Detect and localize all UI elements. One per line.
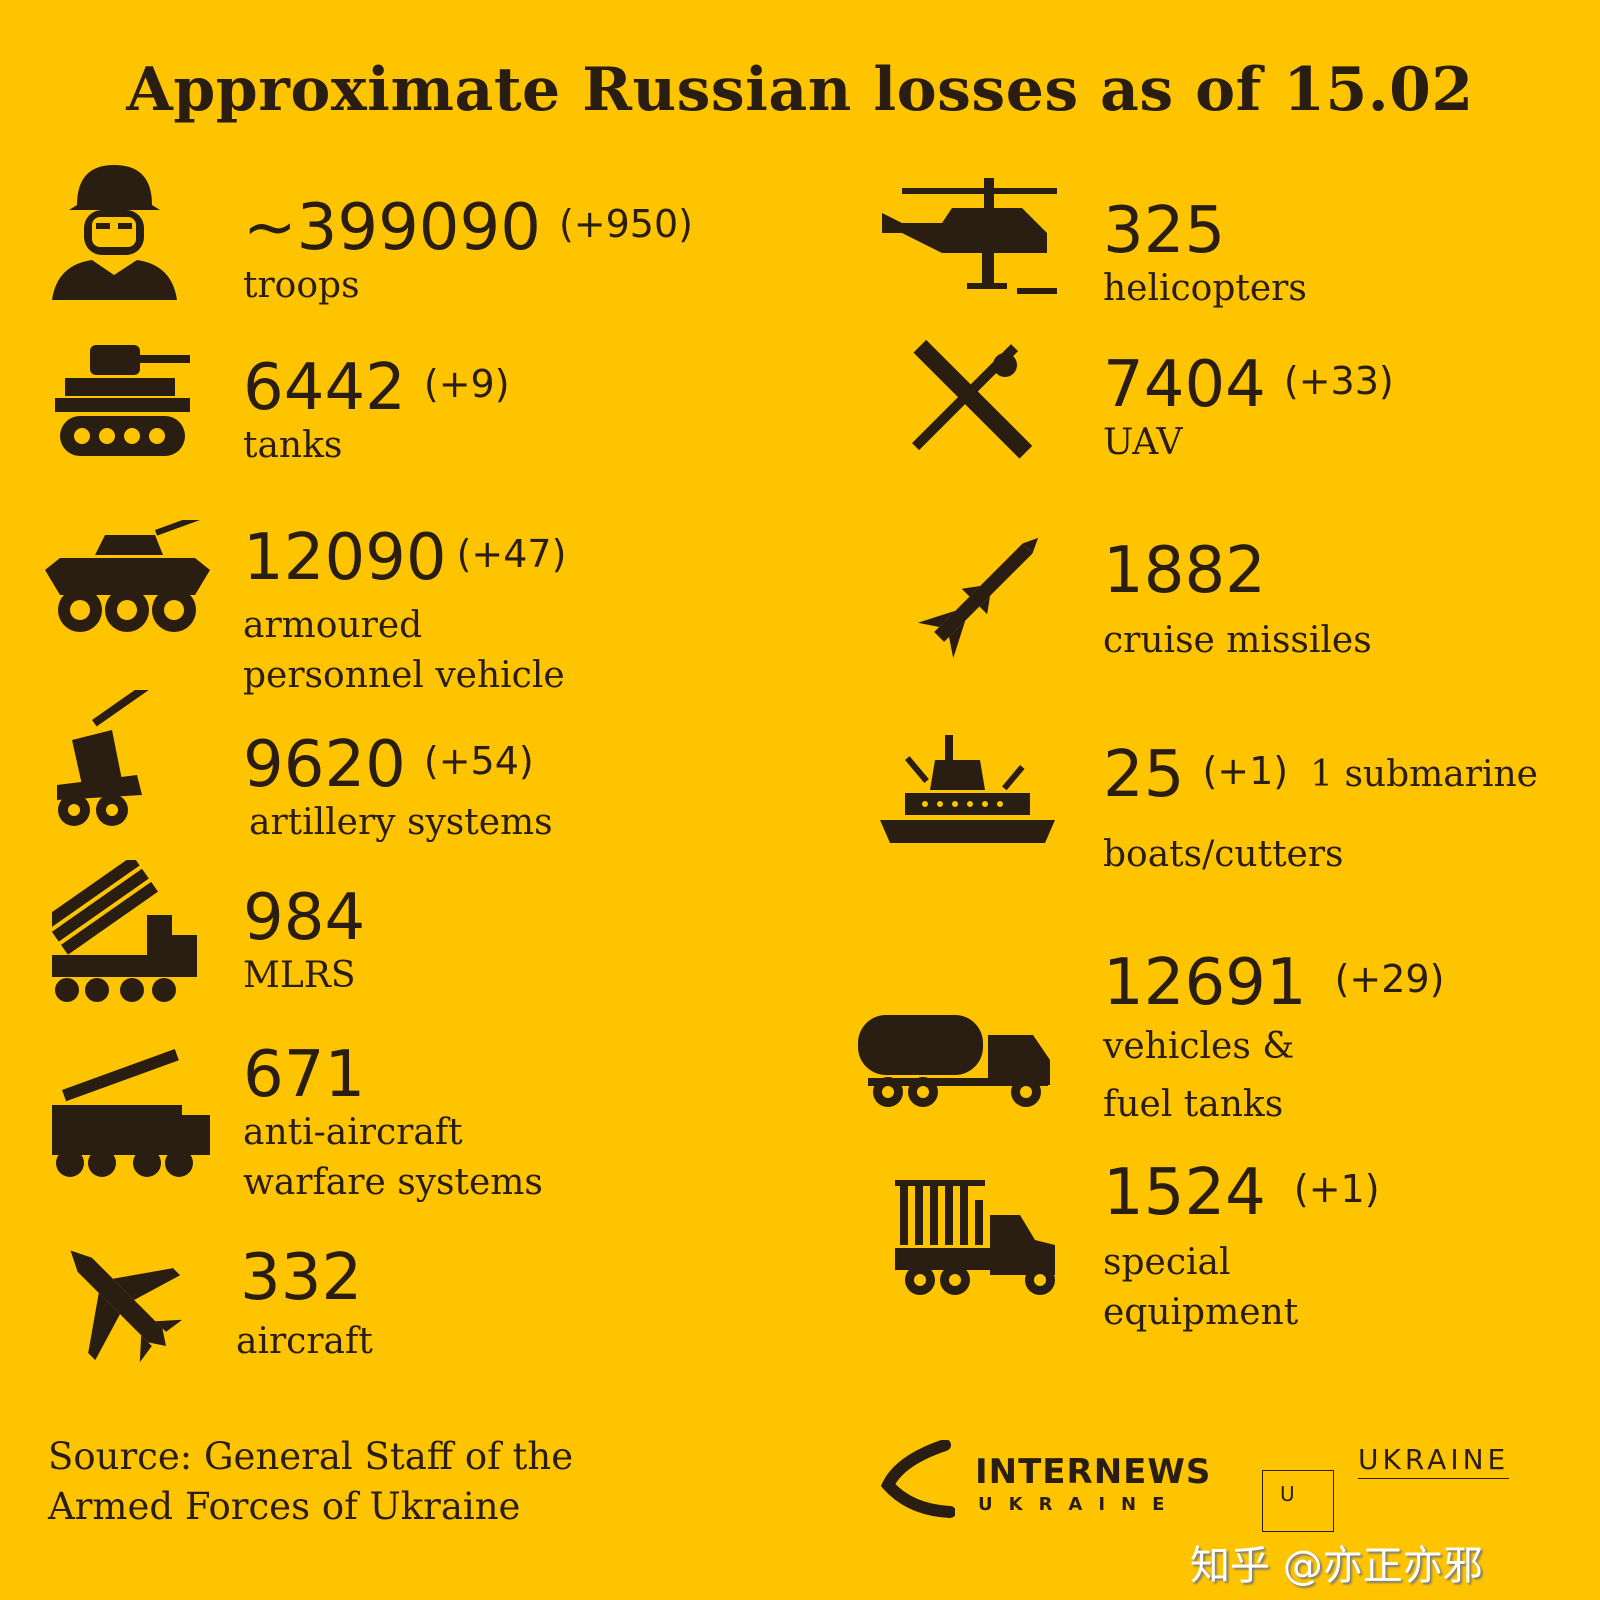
stat-label: anti-aircraft — [243, 1112, 463, 1153]
stat-label: equipment — [1103, 1292, 1299, 1333]
stat-label: vehicles & — [1103, 1026, 1295, 1067]
stat-value: 9620 — [243, 728, 406, 802]
stat-label: boats/cutters — [1103, 834, 1344, 875]
stat-special-equipment: 1524 (+1) special equipment — [1103, 1160, 1380, 1338]
stat-value: 1882 — [1103, 534, 1266, 608]
stat-label: aircraft — [236, 1321, 373, 1362]
ukraine-world-logo-text: UKRAINE — [1358, 1443, 1510, 1479]
ukraine-world-logo-letter: U — [1280, 1482, 1295, 1506]
stat-cruise-missiles: 1882 cruise missiles — [1103, 538, 1372, 666]
stat-value: ~399090 — [243, 191, 541, 265]
stat-delta: (+54) — [423, 739, 534, 783]
anti-aircraft-icon — [52, 1045, 212, 1180]
stat-delta: (+1) — [1202, 749, 1289, 793]
source-line: Armed Forces of Ukraine — [48, 1485, 521, 1528]
stat-label: artillery systems — [249, 802, 553, 843]
soldier-icon — [52, 165, 177, 300]
stat-delta: (+9) — [423, 362, 510, 406]
stat-value: 25 — [1103, 738, 1185, 812]
uav-icon — [905, 330, 1040, 460]
apc-icon — [45, 520, 210, 635]
fuel-truck-icon — [858, 1010, 1053, 1110]
stat-anti-aircraft: 671 anti-aircraft warfare systems — [243, 1042, 543, 1208]
stat-delta: (+1) — [1293, 1167, 1380, 1211]
stat-boats: 25 (+1) 1 submarine boats/cutters — [1103, 742, 1538, 880]
stat-value: 332 — [240, 1241, 363, 1315]
stat-value: 325 — [1103, 194, 1226, 268]
stat-label: personnel vehicle — [243, 655, 565, 696]
stat-value: 1524 — [1103, 1156, 1266, 1230]
internews-logo-text: INTERNEWS — [975, 1452, 1212, 1492]
stat-label: warfare systems — [243, 1162, 543, 1203]
stat-delta: (+47) — [456, 532, 567, 576]
special-truck-icon — [895, 1180, 1060, 1300]
ukraine-world-logo-box — [1262, 1470, 1334, 1532]
stat-uav: 7404 (+33) UAV — [1103, 352, 1394, 468]
watermark: 知乎 @亦正亦邪 — [1190, 1543, 1483, 1589]
helicopter-icon — [882, 178, 1057, 298]
internews-logo-mark — [880, 1439, 956, 1524]
stat-apc: 12090 (+47) armoured personnel vehicle — [243, 525, 566, 701]
stat-artillery: 9620 (+54) artillery systems — [243, 732, 553, 848]
stat-mlrs: 984 MLRS — [243, 885, 365, 1001]
stat-label: cruise missiles — [1103, 620, 1372, 661]
stat-troops: ~399090 (+950) troops — [243, 195, 693, 311]
aircraft-icon — [50, 1230, 190, 1370]
stat-label: troops — [243, 265, 360, 306]
stat-label: helicopters — [1103, 268, 1307, 309]
mlrs-icon — [52, 860, 202, 1005]
stat-extra: 1 submarine — [1310, 754, 1538, 795]
internews-logo-subtext: UKRAINE — [978, 1494, 1181, 1515]
stat-vehicles: 12691 (+29) vehicles & fuel tanks — [1103, 950, 1444, 1130]
stat-helicopters: 325 helicopters — [1103, 198, 1307, 314]
ship-icon — [880, 735, 1055, 845]
stat-tanks: 6442 (+9) tanks — [243, 355, 510, 471]
stat-delta: (+33) — [1283, 359, 1394, 403]
artillery-icon — [52, 690, 187, 830]
stat-value: 7404 — [1103, 348, 1266, 422]
source-note: Source: General Staff of the Armed Force… — [48, 1432, 573, 1532]
stat-label: UAV — [1103, 422, 1183, 463]
stat-delta: (+29) — [1334, 957, 1445, 1001]
stat-value: 6442 — [243, 351, 406, 425]
stat-aircraft: 332 aircraft — [236, 1245, 373, 1367]
cruise-missile-icon — [908, 528, 1048, 668]
stat-label: MLRS — [243, 955, 356, 996]
tank-icon — [55, 340, 195, 460]
stat-delta: (+950) — [558, 202, 693, 246]
stat-label: fuel tanks — [1103, 1084, 1284, 1125]
stat-value: 12691 — [1103, 946, 1307, 1020]
stat-label: armoured — [243, 605, 423, 646]
source-line: Source: General Staff of the — [48, 1435, 574, 1478]
stat-label: special — [1103, 1242, 1231, 1283]
stat-value: 12090 — [243, 521, 447, 595]
stat-value: 671 — [243, 1038, 366, 1112]
stat-label: tanks — [243, 425, 343, 466]
page-title: Approximate Russian losses as of 15.02 — [126, 55, 1474, 125]
stat-value: 984 — [243, 881, 366, 955]
